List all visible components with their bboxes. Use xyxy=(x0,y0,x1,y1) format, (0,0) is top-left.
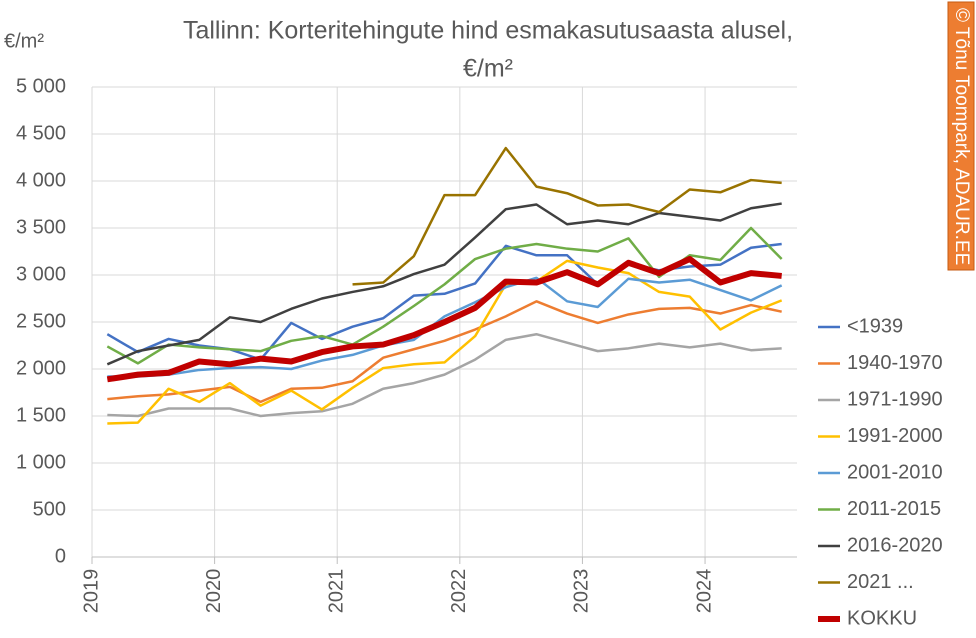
y-tick-label: 5 000 xyxy=(16,75,66,97)
credit-box xyxy=(947,1,975,271)
legend-label: 1971-1990 xyxy=(847,388,943,410)
y-tick-label: 1 500 xyxy=(16,404,66,426)
x-tick-label: 2024 xyxy=(693,569,715,614)
y-tick-label: 2 500 xyxy=(16,310,66,332)
legend-label: <1939 xyxy=(847,315,903,337)
series-line xyxy=(107,332,782,418)
legend-label: 2021 ... xyxy=(847,571,914,593)
x-tick-label: 2023 xyxy=(571,569,593,614)
y-tick-label: 0 xyxy=(55,545,66,567)
y-tick-label: 2 000 xyxy=(16,357,66,379)
x-tick-label: 2022 xyxy=(448,569,470,614)
y-axis-label: €/m² xyxy=(4,30,44,52)
x-tick-label: 2021 xyxy=(325,569,347,614)
credit: © Tõnu Toompark, ADAUR.EE xyxy=(951,8,972,265)
legend-label: 2001-2010 xyxy=(847,461,943,483)
series-line xyxy=(107,259,783,425)
chart-title: €/m² xyxy=(463,55,513,83)
y-tick-label: 4 000 xyxy=(16,169,66,191)
legend-label: KOKKU xyxy=(847,607,917,629)
y-tick-label: 4 500 xyxy=(16,122,66,144)
legend-label: 1940-1970 xyxy=(847,352,943,374)
legend-label: 2011-2015 xyxy=(847,498,941,520)
legend-label: 2016-2020 xyxy=(847,534,943,556)
series-line xyxy=(352,146,782,286)
legend-label: 1991-2000 xyxy=(847,425,943,447)
chart-title: Tallinn: Korteritehingute hind esmakasut… xyxy=(183,17,793,45)
y-tick-label: 3 500 xyxy=(16,216,66,238)
y-tick-label: 500 xyxy=(33,498,66,520)
y-tick-label: 1 000 xyxy=(16,451,66,473)
x-tick-label: 2019 xyxy=(80,569,102,614)
series-line xyxy=(107,276,783,378)
x-tick-label: 2020 xyxy=(203,569,225,614)
series-line xyxy=(106,256,782,383)
series-line xyxy=(106,202,782,366)
y-tick-label: 3 000 xyxy=(16,263,66,285)
